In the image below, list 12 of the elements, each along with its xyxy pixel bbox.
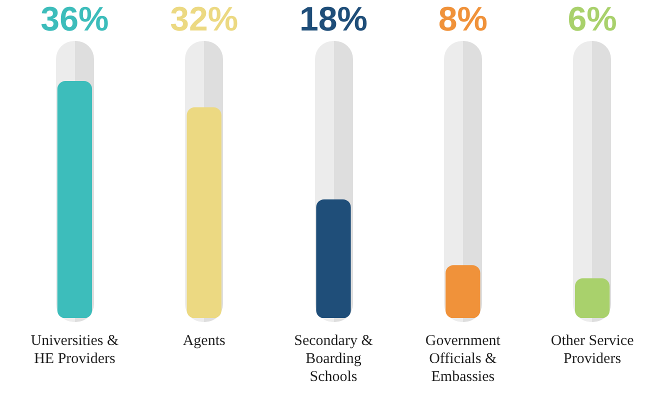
data-label: 6% [568, 0, 617, 38]
data-label: 36% [40, 0, 109, 38]
data-label: 8% [438, 0, 488, 38]
data-label: 32% [170, 0, 238, 38]
x-tick-label: Other Service Providers [550, 332, 634, 367]
x-tick-label: Secondary & Boarding Schools [294, 332, 374, 385]
x-tick-label: Agents [182, 332, 226, 349]
bar [574, 278, 610, 318]
x-tick-label: Government Officials & Embassies [425, 332, 502, 385]
bar [446, 265, 480, 318]
data-label: 18% [299, 0, 368, 38]
x-tick-label: Universities & HE Providers [30, 332, 119, 367]
